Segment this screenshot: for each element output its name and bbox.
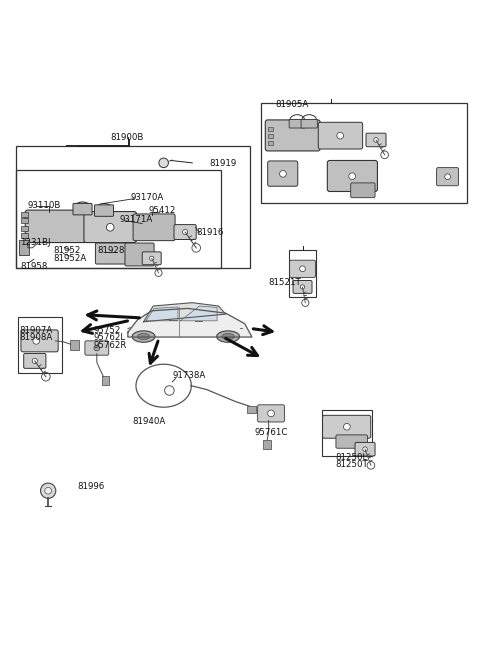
Circle shape <box>300 285 305 289</box>
Circle shape <box>33 337 39 345</box>
FancyBboxPatch shape <box>293 280 312 293</box>
Text: 81916: 81916 <box>196 227 224 236</box>
Text: 81905A: 81905A <box>276 100 309 109</box>
Circle shape <box>45 487 51 494</box>
FancyBboxPatch shape <box>265 120 320 151</box>
Ellipse shape <box>132 331 155 343</box>
Circle shape <box>150 256 154 261</box>
Ellipse shape <box>222 333 234 340</box>
Text: 81928: 81928 <box>98 246 125 255</box>
FancyBboxPatch shape <box>258 405 284 422</box>
Circle shape <box>268 410 275 417</box>
Text: 93110B: 93110B <box>28 201 61 210</box>
Text: 81250L: 81250L <box>336 453 368 462</box>
FancyBboxPatch shape <box>437 168 458 186</box>
Circle shape <box>445 174 450 179</box>
Bar <box>22 233 28 238</box>
Text: 81900B: 81900B <box>110 133 144 142</box>
Text: 81521T: 81521T <box>269 278 301 287</box>
FancyBboxPatch shape <box>351 183 375 198</box>
Circle shape <box>300 266 305 272</box>
Circle shape <box>337 132 344 139</box>
FancyBboxPatch shape <box>327 160 377 191</box>
FancyBboxPatch shape <box>25 210 87 242</box>
Polygon shape <box>128 309 252 337</box>
Ellipse shape <box>137 333 150 340</box>
FancyBboxPatch shape <box>318 122 363 149</box>
Circle shape <box>40 483 56 498</box>
FancyBboxPatch shape <box>366 133 386 147</box>
Bar <box>102 376 109 384</box>
Circle shape <box>374 138 378 142</box>
Bar <box>70 340 79 350</box>
Text: 93171A: 93171A <box>120 215 153 223</box>
Circle shape <box>344 423 350 430</box>
Bar <box>22 227 28 231</box>
Bar <box>288 250 316 297</box>
FancyBboxPatch shape <box>323 415 371 438</box>
Bar <box>262 103 467 204</box>
Bar <box>22 217 28 223</box>
FancyBboxPatch shape <box>24 354 46 368</box>
FancyBboxPatch shape <box>73 204 92 215</box>
Circle shape <box>280 170 286 177</box>
Text: 95762R: 95762R <box>94 341 127 350</box>
Circle shape <box>363 447 367 451</box>
Polygon shape <box>144 303 226 322</box>
Bar <box>16 170 221 268</box>
Text: 95752: 95752 <box>94 326 121 335</box>
Bar <box>268 141 274 145</box>
FancyBboxPatch shape <box>96 243 127 264</box>
Bar <box>18 316 62 373</box>
FancyBboxPatch shape <box>142 252 161 265</box>
FancyBboxPatch shape <box>174 225 196 240</box>
FancyBboxPatch shape <box>268 161 298 186</box>
Bar <box>268 127 274 131</box>
Text: 81952A: 81952A <box>53 253 86 263</box>
Ellipse shape <box>216 331 240 343</box>
FancyBboxPatch shape <box>289 260 315 277</box>
Bar <box>16 146 250 268</box>
Text: 93170A: 93170A <box>130 193 164 202</box>
Text: 95412: 95412 <box>148 206 176 215</box>
Text: 81958: 81958 <box>21 262 48 271</box>
Text: 91738A: 91738A <box>172 371 205 380</box>
FancyBboxPatch shape <box>19 240 29 255</box>
Circle shape <box>107 223 114 231</box>
Text: 81908A: 81908A <box>20 333 53 343</box>
Text: 81250T: 81250T <box>336 460 368 470</box>
Text: 95762L: 95762L <box>94 333 126 343</box>
Text: 81940A: 81940A <box>132 417 166 426</box>
Circle shape <box>159 158 168 168</box>
Bar <box>22 212 28 217</box>
Text: 81907A: 81907A <box>20 326 53 335</box>
Polygon shape <box>180 306 217 321</box>
Bar <box>322 409 372 457</box>
Text: 81996: 81996 <box>78 482 105 491</box>
Circle shape <box>182 229 188 234</box>
FancyBboxPatch shape <box>133 214 175 240</box>
Bar <box>268 134 274 138</box>
FancyBboxPatch shape <box>301 119 317 128</box>
FancyBboxPatch shape <box>125 243 154 266</box>
Bar <box>263 440 272 449</box>
FancyBboxPatch shape <box>84 212 136 242</box>
FancyBboxPatch shape <box>336 435 367 448</box>
Polygon shape <box>146 307 178 321</box>
FancyBboxPatch shape <box>355 442 375 456</box>
Circle shape <box>32 358 37 364</box>
Circle shape <box>349 173 356 179</box>
Text: 81952: 81952 <box>53 246 80 255</box>
FancyBboxPatch shape <box>289 119 305 128</box>
Circle shape <box>94 345 100 351</box>
FancyBboxPatch shape <box>95 205 114 216</box>
FancyBboxPatch shape <box>21 330 58 352</box>
Bar <box>247 405 256 413</box>
Text: 95761C: 95761C <box>254 428 288 437</box>
Text: 1231BJ: 1231BJ <box>21 238 51 246</box>
Text: 81919: 81919 <box>209 159 236 168</box>
FancyBboxPatch shape <box>85 341 109 355</box>
